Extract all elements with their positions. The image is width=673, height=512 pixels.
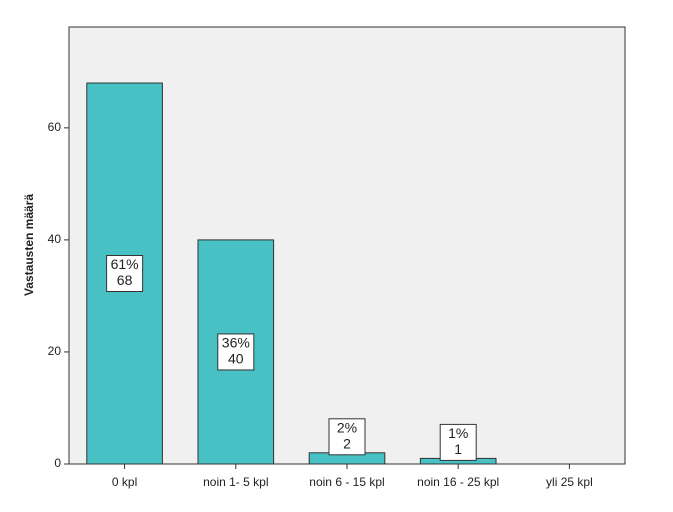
percent-label: 1% xyxy=(448,425,468,441)
y-tick-label: 60 xyxy=(48,120,62,134)
percent-label: 61% xyxy=(111,256,139,272)
x-tick-label: yli 25 kpl xyxy=(546,475,593,489)
value-label: 2 xyxy=(343,435,351,451)
value-label-box xyxy=(217,333,255,371)
value-label-box xyxy=(106,255,144,293)
percent-label: 2% xyxy=(337,419,357,435)
x-tick-label: noin 6 - 15 kpl xyxy=(309,475,384,489)
x-tick-label: 0 kpl xyxy=(112,475,137,489)
value-label: 1 xyxy=(454,441,462,457)
y-tick-label: 40 xyxy=(48,232,62,246)
percent-label: 36% xyxy=(222,335,250,351)
value-label: 68 xyxy=(117,272,133,288)
value-label-box xyxy=(328,418,366,456)
x-tick-label: noin 16 - 25 kpl xyxy=(417,475,499,489)
value-label: 40 xyxy=(228,351,244,367)
y-axis-label: Vastausten määrä xyxy=(22,194,36,296)
x-tick-label: noin 1- 5 kpl xyxy=(203,475,268,489)
value-label-box xyxy=(439,423,477,461)
y-tick-label: 20 xyxy=(48,344,62,358)
y-tick-label: 0 xyxy=(54,456,61,470)
